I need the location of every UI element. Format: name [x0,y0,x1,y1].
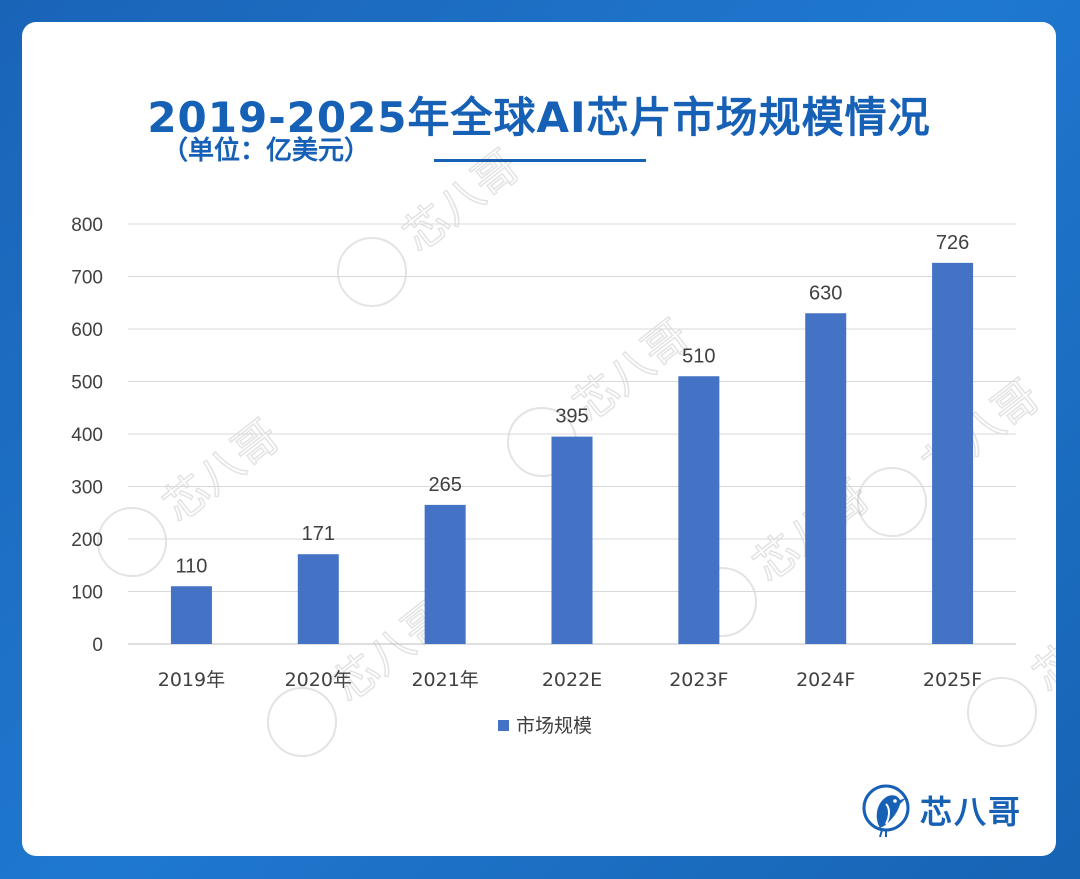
svg-text:芯八哥: 芯八哥 [394,141,529,262]
legend: 市场规模 [498,715,592,737]
y-tick-label: 0 [92,635,103,656]
bar-chart: 芯八哥芯八哥芯八哥芯八哥芯八哥芯八哥芯八哥 010020030040050060… [71,140,1056,757]
bar [424,504,466,644]
legend-label: 市场规模 [516,715,592,737]
x-axis: 2019年 2020年 2021年 2022E 2023F 2024F 2025F [158,669,982,691]
x-tick-label: 2025F [923,669,982,691]
y-tick-label: 400 [71,425,103,446]
data-label: 395 [555,406,588,428]
x-tick-label: 2022E [542,669,602,691]
bird-logo-icon [862,784,910,838]
bar [678,376,720,644]
y-tick-label: 300 [71,478,103,499]
y-tick-label: 100 [71,583,103,604]
legend-swatch [498,720,509,731]
data-label: 630 [809,282,842,304]
svg-text:芯八哥: 芯八哥 [1024,581,1056,702]
brand-name: 芯八哥 [920,793,1023,831]
bar [170,586,212,644]
x-tick-label: 2024F [796,669,855,691]
y-tick-label: 200 [71,530,103,551]
data-labels: 110 171 265 395 510 630 726 [175,232,969,577]
y-tick-label: 600 [71,320,103,341]
bar [805,313,847,644]
x-tick-label: 2019年 [158,669,225,691]
subtitle-underline [434,159,646,162]
data-label: 171 [302,523,335,545]
x-tick-label: 2021年 [411,669,478,691]
chart-subtitle: （单位：亿美元） [162,136,371,166]
data-label: 510 [682,345,715,367]
y-tick-label: 800 [71,215,103,236]
watermark: 芯八哥 [507,310,700,477]
x-tick-label: 2023F [669,669,728,691]
data-label: 110 [175,555,207,577]
bar [297,554,339,644]
bars [170,262,974,644]
x-tick-label: 2020年 [285,669,352,691]
svg-text:芯八哥: 芯八哥 [154,411,289,532]
bar [932,262,974,644]
data-label: 265 [428,474,461,496]
y-tick-label: 500 [71,373,103,394]
chart-card: 2019-2025年全球AI芯片市场规模情况 （单位：亿美元） 芯八哥 芯八哥 芯八… [22,22,1056,856]
chart-title: 2019-2025年全球AI芯片市场规模情况 [147,93,931,142]
watermark: 芯八哥 [337,140,530,307]
bar [551,436,593,644]
y-tick-label: 700 [71,268,103,289]
brand-mark: 芯八哥 [860,782,1022,838]
data-label: 726 [936,232,969,254]
y-axis: 0 100 200 300 400 500 600 700 800 [71,215,103,656]
